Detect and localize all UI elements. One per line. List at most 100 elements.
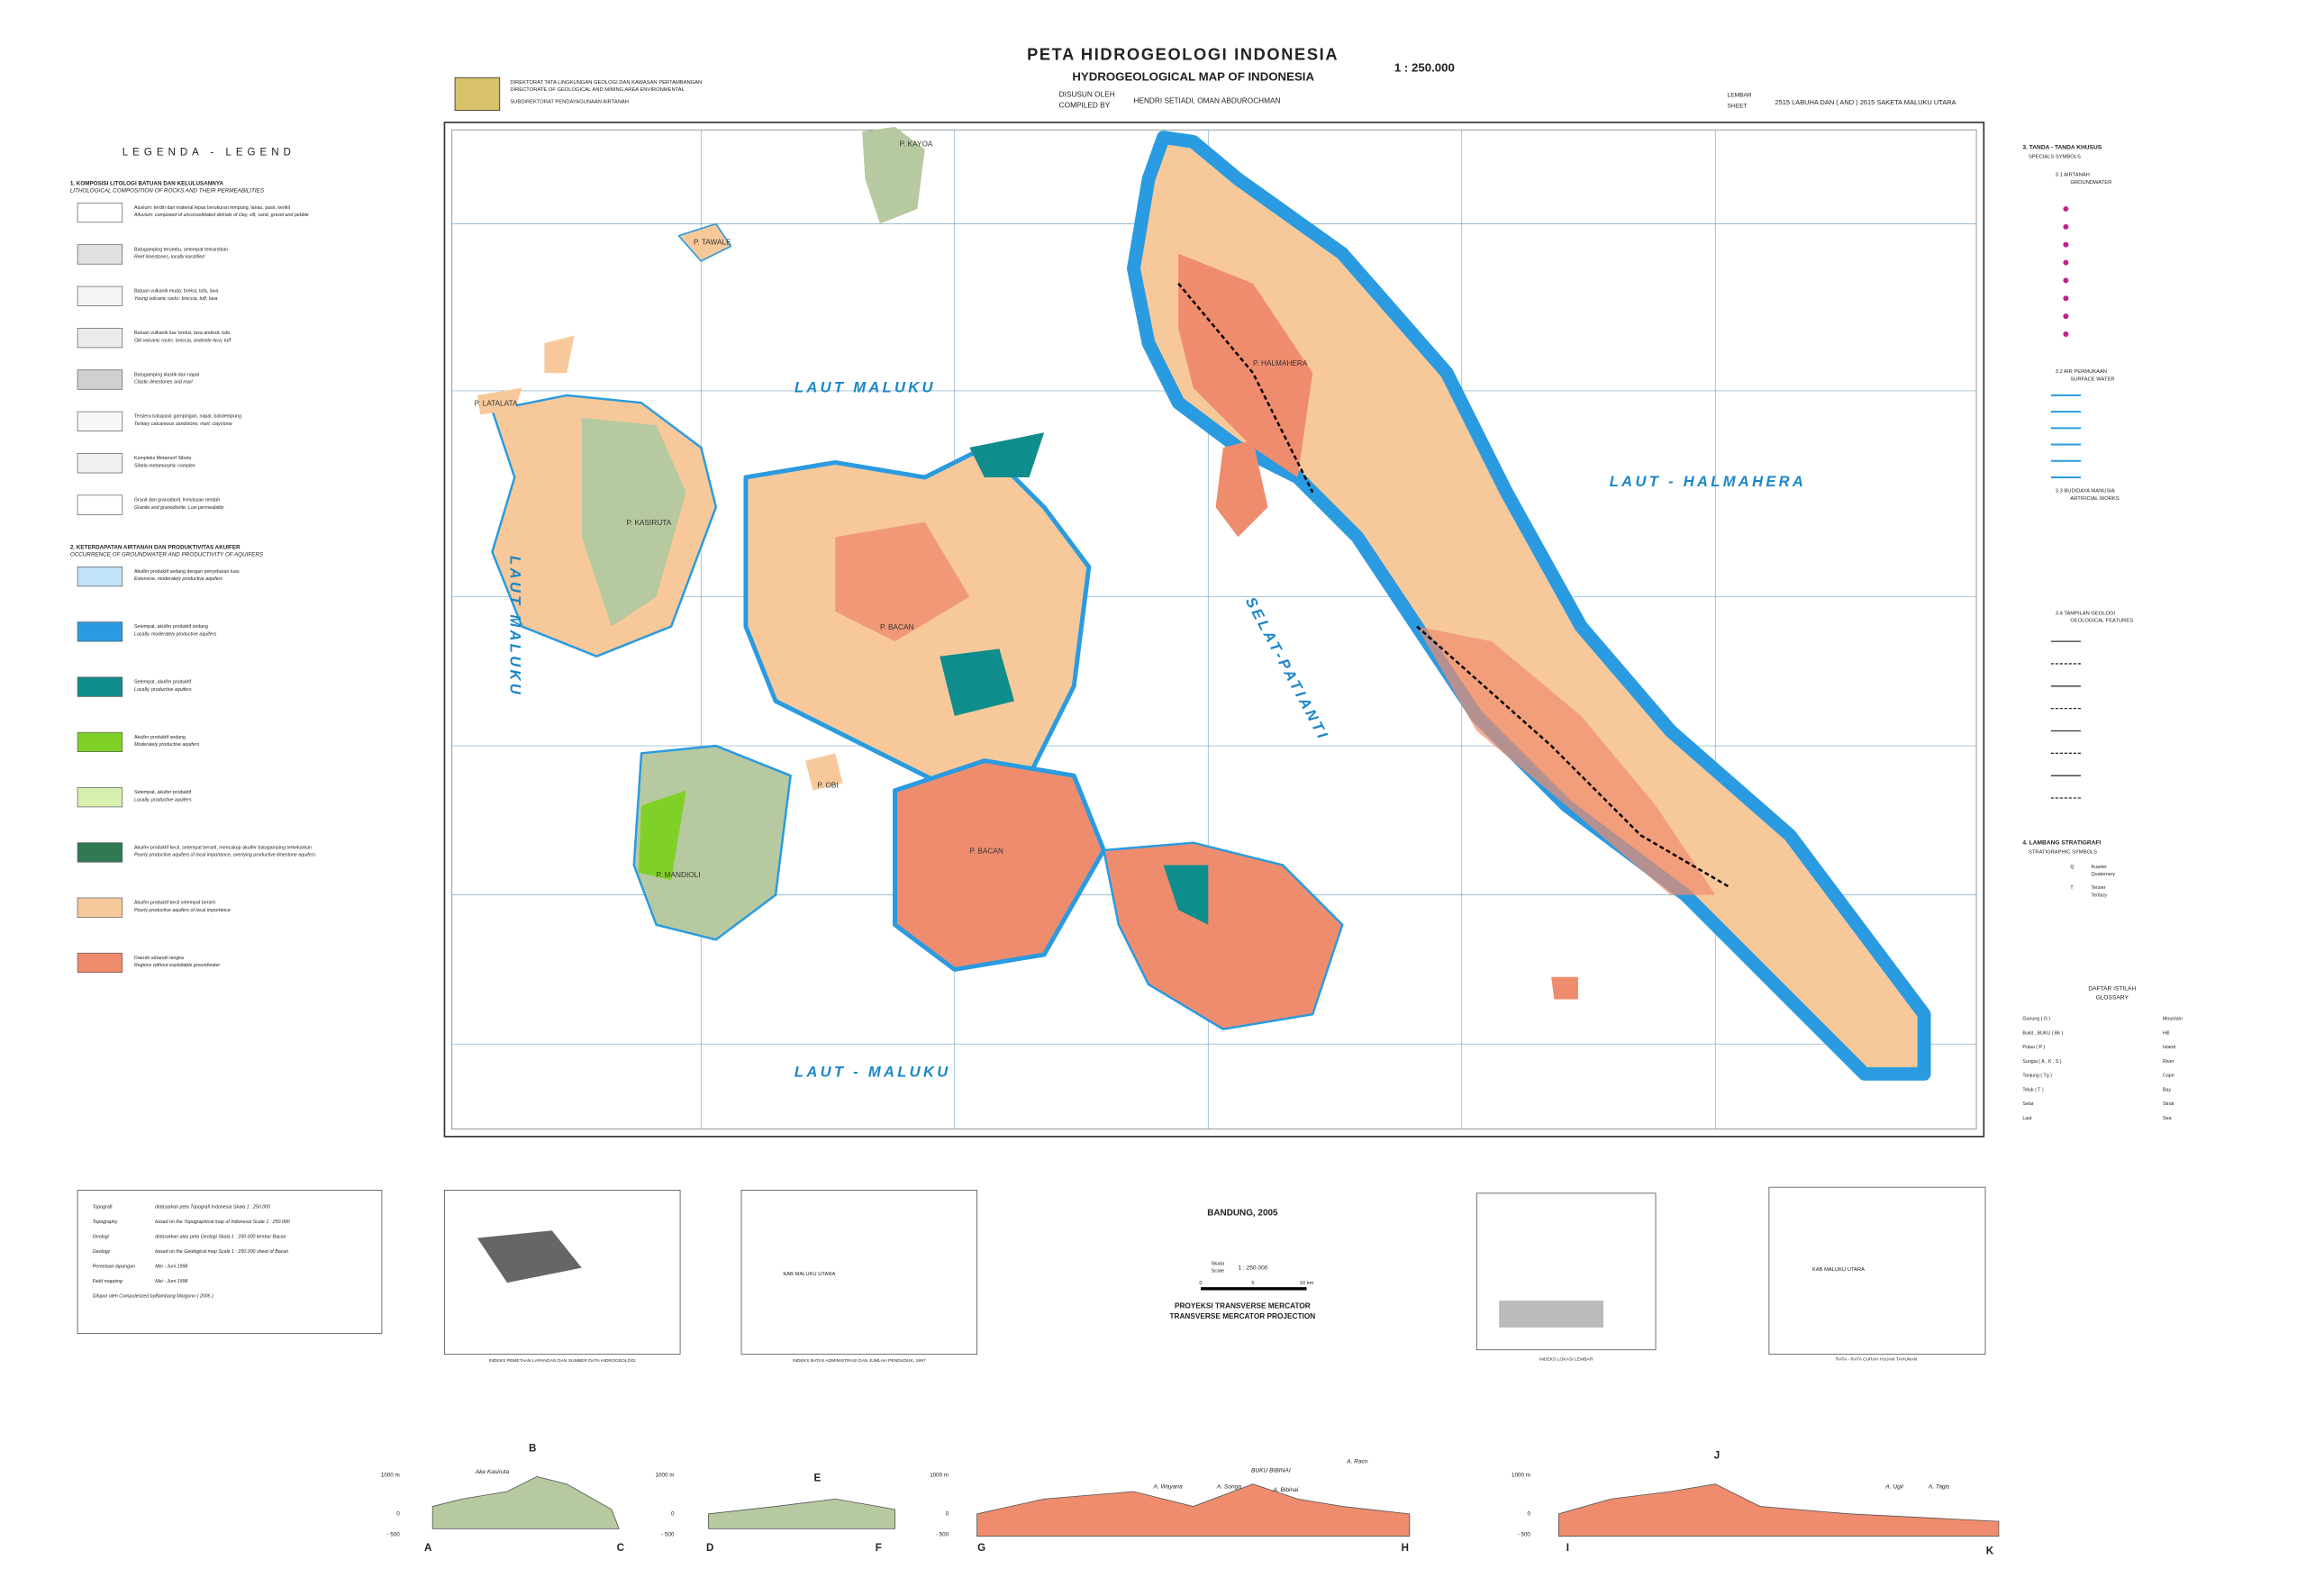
label: SHEET: [1728, 103, 1748, 109]
label: LEMBAR: [1728, 93, 1752, 99]
section-name: Ake Kasiruta: [475, 1469, 510, 1475]
map-shape: [444, 1190, 681, 1356]
spring-symbol: [2063, 259, 2069, 266]
section-elevation: 1000 m: [930, 1472, 949, 1478]
label: RATA - RATA CURAH HUJAN TAHUNAN: [1836, 1356, 1918, 1362]
glossary-meaning: Mountain: [2163, 1017, 2183, 1022]
map-shape: [454, 77, 501, 112]
section-name: A. Racn: [1346, 1459, 1368, 1465]
note-label: Field mapping: [93, 1279, 123, 1284]
glossary-term: Bukit , BUKU ( Bk ): [2022, 1030, 2063, 1036]
section-name: A. Ugil: [1884, 1484, 1903, 1491]
legend-text: Setempat, akuifer produktif: [134, 679, 192, 685]
legend-heading: OCCURRENCE OF GROUNDWATER AND PRODUCTIVI…: [70, 552, 264, 558]
label: Skala: [1212, 1261, 1225, 1266]
map-shape: [1551, 976, 1578, 1000]
label: PETA HIDROGEOLOGI INDONESIA: [1027, 45, 1339, 63]
map-shape: [431, 1475, 620, 1529]
section-letter: J: [1714, 1451, 1720, 1462]
note-label: Geologi: [93, 1234, 110, 1239]
strat-item: Tertiary: [2092, 893, 2108, 898]
legend-text: Akuifer produktif kecil, setempat berart…: [134, 845, 312, 850]
map-shape: [632, 744, 792, 941]
note-label: Pemetaan lapangan: [93, 1265, 135, 1270]
glossary-meaning: Sea: [2163, 1116, 2171, 1121]
section-letter: D: [706, 1543, 713, 1554]
label: INDEKS PEMETAAN LAPANGAN DAN SUMBER DATA…: [489, 1358, 636, 1364]
glossary-term: Pulau ( P ): [2022, 1045, 2045, 1050]
map-shape: [940, 648, 1015, 716]
specials-group: 3.1 AIRTANAH: [2056, 172, 2090, 177]
label: INDEKS LOKASI LEMBAR: [1539, 1356, 1593, 1362]
note-text: Bambang Margono ( 2005 ): [155, 1294, 213, 1300]
legend-swatch: [77, 787, 123, 808]
legend-swatch: [77, 369, 123, 390]
legend-text: Old volcanic rocks: breccia, andesite la…: [134, 338, 232, 343]
map-shape: [1215, 440, 1268, 538]
map-shape: [1768, 1186, 1986, 1356]
spring-symbol: [2063, 313, 2069, 320]
legend-swatch: [77, 411, 123, 431]
strat-item: T: [2070, 885, 2074, 891]
map-shape: A B C D E F G H I J K 1000 m 0 - 500 1000 m 0 - 500 1000 …: [381, 1443, 1994, 1556]
spring-symbol: [2063, 205, 2069, 212]
note-text: didasarkan atas peta Geologi Skala 1 : 2…: [155, 1234, 286, 1239]
map-shape: [1127, 130, 1931, 1081]
map-shape: [708, 1498, 895, 1529]
legend-heading: 1. KOMPOSISI LITOLOGI BATUAN DAN KELULUS…: [70, 180, 224, 186]
label: P. OBI: [817, 781, 838, 789]
legend-text: Young volcanic rocks: breccia, tuff, lav…: [134, 296, 218, 302]
map-shape: [451, 129, 1977, 1129]
legend-text: Clastic limestones and marl: [134, 380, 193, 385]
map-shape: [77, 1190, 383, 1334]
legend-swatch: [77, 897, 123, 918]
label: P. TAWALE: [694, 239, 731, 247]
note-text: Mei - Juni 1998: [155, 1279, 187, 1284]
legend-text: Poorly productive aquifers of local impo…: [134, 908, 231, 913]
label: HENDRI SETIADI, OMAN ABDUROCHMAN: [1133, 96, 1280, 104]
section-elevation: 1000 m: [1512, 1472, 1530, 1478]
strat-item: Quaternary: [2092, 872, 2116, 877]
legend-swatch: [77, 286, 123, 306]
section-letter: C: [617, 1543, 625, 1554]
label: 2515 LABUHA DAN ( AND ) 2615 SAKETA MALU…: [1775, 98, 1956, 106]
label: P. BACAN: [969, 847, 1003, 855]
map-shape: [477, 387, 522, 415]
spring-symbol: [2063, 295, 2069, 302]
islands: [477, 126, 1931, 1081]
legend-text: Extensive, moderately productive aquifer…: [134, 576, 222, 582]
legend-swatch: [77, 621, 123, 642]
strat-item: Kuarter: [2092, 865, 2108, 870]
specials-title: SPECIALS SYMBOLS: [2029, 155, 2081, 160]
glossary-term: Sungai ( A , K , S ): [2022, 1059, 2061, 1065]
legend-swatch: [77, 202, 123, 223]
map-shape: [1557, 1483, 2000, 1537]
legend-text: Moderately productive aquifers: [134, 742, 200, 748]
glossary-term: Tanjung ( Tg ): [2022, 1074, 2052, 1079]
label: LAUT MALUKU: [506, 556, 523, 697]
specials-group: GEOLOGICAL FEATURES: [2070, 619, 2133, 624]
section-elevation: - 500: [1518, 1532, 1531, 1538]
glossary-term: Teluk ( T ): [2022, 1087, 2044, 1093]
label: P. LATALATA: [475, 400, 518, 408]
note-text: based on the Geological map Scale 1 : 25…: [155, 1249, 288, 1255]
legend-text: Aluvium: terdiri dari material lepas ber…: [134, 205, 290, 211]
label: 0: [1199, 1281, 1202, 1286]
section-letter: I: [1566, 1543, 1569, 1554]
label: INDEKS BATAS ADMINISTRASI DAN JUMLAH PEN…: [793, 1358, 926, 1364]
legend-title: LEGENDA - LEGEND: [123, 147, 295, 158]
specials-group: ARTIFICIAL WORKS: [2070, 496, 2119, 502]
section-elevation: - 500: [661, 1532, 675, 1538]
label: DISUSUN OLEH: [1059, 91, 1115, 99]
specials-group: 3.4 TAMPILAN GEOLOGI: [2056, 611, 2116, 616]
specials-legend: 3. TANDA - TANDA KHUSUS SPECIALS SYMBOLS 3…: [2022, 145, 2133, 899]
section-elevation: 1000 m: [656, 1472, 675, 1478]
label: P. KASIRUTA: [626, 519, 671, 527]
map-shape: [1163, 865, 1209, 925]
label: 10 km: [1300, 1281, 1314, 1286]
legend-swatch: [77, 244, 123, 265]
legend-text: Kompleks Metamorf Sibela: [134, 456, 191, 461]
label: HYDROGEOLOGICAL MAP OF INDONESIA: [1072, 70, 1314, 84]
specials-title: 3. TANDA - TANDA KHUSUS: [2022, 145, 2102, 151]
